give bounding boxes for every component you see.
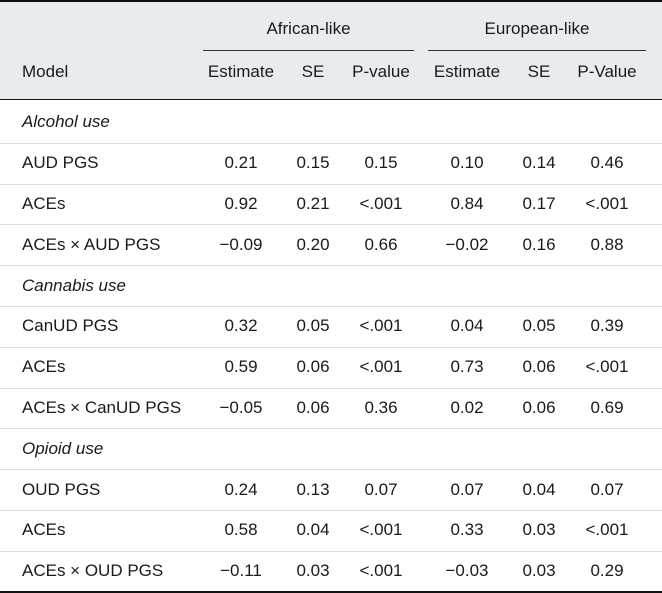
- row-divider: [0, 183, 662, 185]
- cell-estimate-african: −0.11: [220, 561, 262, 581]
- cell-se-african: 0.03: [296, 561, 330, 581]
- cell-estimate-african: 0.58: [224, 520, 258, 540]
- cell-se-african: 0.20: [296, 234, 330, 254]
- row-divider: [0, 510, 662, 511]
- row-divider: [0, 224, 662, 226]
- group-rule-african-like: [203, 50, 414, 51]
- cell-se-african: 0.21: [296, 194, 330, 213]
- section-label: Opioid use: [22, 438, 104, 458]
- cell-estimate-african: 0.21: [224, 153, 258, 173]
- row-model-label: ACEs × OUD PGS: [22, 561, 164, 581]
- column-header-pvalue-european: P-Value: [577, 62, 637, 81]
- cell-estimate-european: 0.33: [450, 520, 484, 540]
- row-model-label: ACEs: [22, 520, 66, 540]
- cell-se-european: 0.05: [522, 316, 556, 336]
- cell-se-african: 0.05: [296, 316, 330, 336]
- column-header-se-african: SE: [301, 62, 325, 81]
- cell-estimate-european: −0.02: [445, 234, 489, 254]
- cell-se-african: 0.04: [296, 520, 330, 540]
- row-divider: [0, 265, 662, 267]
- cell-pvalue-african: <.001: [359, 520, 403, 540]
- cell-estimate-african: −0.09: [219, 234, 263, 254]
- cell-pvalue-european: 0.88: [590, 234, 624, 254]
- cell-pvalue-african: <.001: [359, 194, 403, 213]
- cell-estimate-european: 0.84: [450, 194, 484, 213]
- column-header-se-european: SE: [527, 62, 551, 81]
- row-divider: [0, 142, 662, 144]
- cell-se-african: 0.06: [296, 398, 330, 417]
- cell-pvalue-european: 0.29: [590, 561, 624, 581]
- cell-pvalue-african: <.001: [359, 561, 403, 581]
- cell-se-african: 0.15: [296, 153, 330, 173]
- group-rule-european-like: [428, 50, 646, 51]
- section-label: Alcohol use: [22, 112, 110, 132]
- cell-pvalue-european: <.001: [585, 194, 629, 213]
- cell-se-european: 0.03: [522, 561, 556, 581]
- cell-pvalue-european: <.001: [585, 357, 629, 377]
- row-model-label: ACEs: [22, 357, 66, 377]
- cell-se-european: 0.14: [522, 153, 556, 173]
- cell-estimate-european: 0.07: [450, 479, 484, 499]
- row-model-label: ACEs × AUD PGS: [22, 234, 161, 254]
- cell-se-european: 0.06: [522, 357, 556, 377]
- row-model-label: CanUD PGS: [22, 316, 119, 336]
- row-model-label: ACEs × CanUD PGS: [22, 398, 182, 417]
- group-header-european-like: European-like: [484, 19, 590, 38]
- section-label: Cannabis use: [22, 275, 126, 295]
- cell-estimate-african: 0.32: [224, 316, 258, 336]
- row-model-label: ACEs: [22, 194, 66, 213]
- column-header-pvalue-african: P-value: [352, 62, 410, 81]
- cell-pvalue-african: 0.36: [364, 398, 398, 417]
- cell-se-european: 0.16: [522, 234, 556, 254]
- row-divider: [0, 428, 662, 430]
- cell-estimate-european: 0.02: [450, 398, 484, 417]
- row-model-label: OUD PGS: [22, 479, 101, 499]
- cell-estimate-african: 0.59: [224, 357, 258, 377]
- cell-pvalue-african: 0.15: [364, 153, 398, 173]
- cell-estimate-european: 0.10: [450, 153, 484, 173]
- group-header-african-like: African-like: [266, 19, 351, 38]
- cell-estimate-african: −0.05: [219, 398, 263, 417]
- row-divider: [0, 387, 662, 389]
- column-header-estimate-european: Estimate: [433, 62, 501, 81]
- cell-se-african: 0.06: [296, 357, 330, 377]
- cell-estimate-european: −0.03: [445, 561, 489, 581]
- row-divider: [0, 346, 662, 348]
- cell-pvalue-african: 0.66: [364, 234, 398, 254]
- cell-pvalue-african: <.001: [359, 357, 403, 377]
- cell-pvalue-african: <.001: [359, 316, 403, 336]
- column-header-estimate-african: Estimate: [207, 62, 275, 81]
- row-divider: [0, 469, 662, 471]
- cell-se-european: 0.04: [522, 479, 556, 499]
- cell-se-european: 0.03: [522, 520, 556, 540]
- cell-estimate-african: 0.24: [224, 479, 258, 499]
- row-model-label: AUD PGS: [22, 153, 99, 173]
- row-divider: [0, 306, 662, 307]
- cell-estimate-african: 0.92: [224, 194, 258, 213]
- cell-pvalue-european: 0.46: [590, 153, 624, 173]
- cell-pvalue-african: 0.07: [364, 479, 398, 499]
- row-divider: [0, 550, 662, 552]
- cell-pvalue-european: 0.39: [590, 316, 624, 336]
- cell-estimate-european: 0.73: [450, 357, 484, 377]
- cell-se-european: 0.06: [522, 398, 556, 417]
- cell-pvalue-european: 0.07: [590, 479, 624, 499]
- table-header: African-like European-like Model Estimat…: [0, 2, 662, 99]
- header-bottom-rule: [0, 99, 662, 100]
- cell-se-african: 0.13: [296, 479, 330, 499]
- cell-se-european: 0.17: [522, 194, 556, 213]
- cell-estimate-european: 0.04: [450, 316, 484, 336]
- cell-pvalue-european: <.001: [585, 520, 629, 540]
- column-header-model: Model: [22, 62, 69, 81]
- cell-pvalue-european: 0.69: [590, 398, 624, 417]
